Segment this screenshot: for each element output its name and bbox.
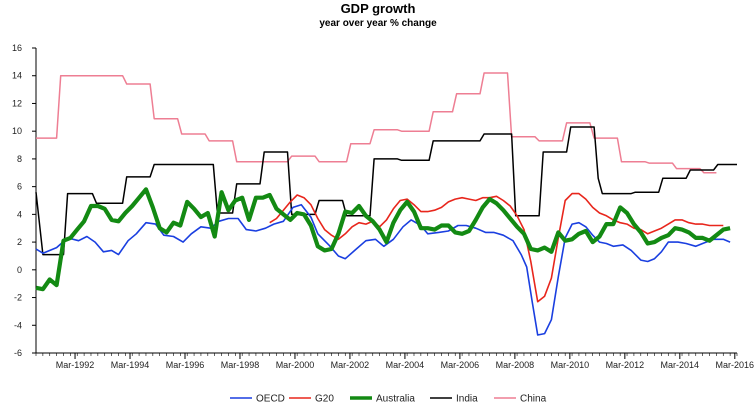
chart-title: GDP growth — [341, 1, 416, 16]
x-tick-label: Mar-2000 — [276, 360, 315, 370]
series-line-australia — [35, 187, 731, 292]
legend-label-g20: G20 — [315, 394, 334, 405]
chart-subtitle: year over year % change — [319, 18, 437, 29]
y-tick-label: -2 — [14, 293, 22, 303]
y-tick-label: 0 — [17, 265, 22, 275]
y-tick-label: 8 — [17, 154, 22, 164]
series-line-india — [35, 126, 737, 256]
x-tick-label: Mar-2008 — [496, 360, 535, 370]
legend-label-oecd: OECD — [256, 394, 285, 405]
x-tick-label: Mar-2006 — [441, 360, 480, 370]
x-tick-label: Mar-2010 — [551, 360, 590, 370]
axes: -6 -4 -2 0 2 4 6 8 10 12 14 16 Mar-1992 Mar-1994 Mar-1… — [12, 43, 754, 370]
y-tick-label: 4 — [17, 209, 22, 219]
series-group — [35, 72, 737, 336]
y-tick-label: -4 — [14, 320, 22, 330]
y-tick-label: 2 — [17, 237, 22, 247]
x-tick-label: Mar-2016 — [716, 360, 754, 370]
series-line-china — [36, 72, 717, 174]
x-tick-label: Mar-2014 — [661, 360, 700, 370]
legend-label-china: China — [520, 394, 547, 405]
y-tick-label: 10 — [12, 126, 22, 136]
y-tick-label: -6 — [14, 348, 22, 358]
x-tick-label: Mar-1998 — [221, 360, 260, 370]
series-line-g20 — [269, 192, 724, 303]
y-tick-label: 6 — [17, 182, 22, 192]
y-tick-label: 14 — [12, 71, 22, 81]
legend: OECD G20 Australia India China — [230, 394, 547, 405]
x-tick-label: Mar-1994 — [111, 360, 150, 370]
x-tick-label: Mar-2002 — [331, 360, 370, 370]
x-tick-label: Mar-1992 — [56, 360, 95, 370]
x-tick-label: Mar-2012 — [606, 360, 645, 370]
y-tick-label: 16 — [12, 43, 22, 53]
legend-label-australia: Australia — [376, 394, 415, 405]
x-tick-label: Mar-1996 — [166, 360, 205, 370]
y-tick-label: 12 — [12, 98, 22, 108]
legend-label-india: India — [456, 394, 478, 405]
x-tick-label: Mar-2004 — [386, 360, 425, 370]
